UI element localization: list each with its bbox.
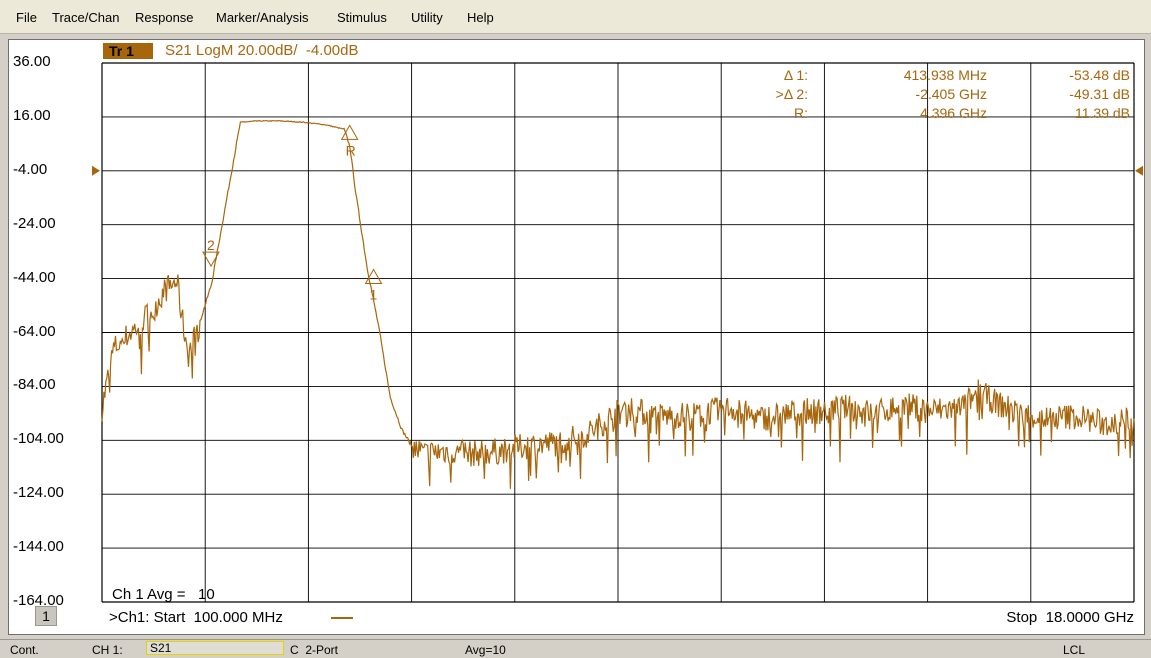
marker-readout-response: 11.39 dB <box>1075 105 1130 121</box>
menu-bar: File Trace/Chan Response Marker/Analysis… <box>0 0 1151 34</box>
trace-legend-line <box>331 617 353 619</box>
menu-trace-chan[interactable]: Trace/Chan <box>52 10 120 25</box>
y-tick-label: -4.00 <box>13 160 48 178</box>
menu-marker-analysis[interactable]: Marker/Analysis <box>216 10 309 25</box>
reference-level-arrow-right <box>1135 165 1143 176</box>
marker-readout-stimulus: 4.396 GHz <box>920 105 987 121</box>
trace-title[interactable]: S21 LogM 20.00dB/ -4.00dB <box>165 42 359 59</box>
status-mode: Cont. <box>10 643 39 657</box>
reference-arrows <box>92 165 1143 176</box>
status-bar: Cont. CH 1: S21 C 2-Port Avg=10 LCL <box>0 639 1151 658</box>
marker-r: R <box>340 124 359 158</box>
marker-readout-stimulus: 413.938 MHz <box>904 67 987 83</box>
y-tick-label: 36.00 <box>13 53 51 70</box>
marker-readout-label: R: <box>794 105 808 121</box>
menu-utility[interactable]: Utility <box>411 10 443 25</box>
y-tick-label: -64.00 <box>13 322 56 340</box>
marker-readout-stimulus: -2.405 GHz <box>915 86 987 102</box>
status-remote: LCL <box>1063 643 1086 657</box>
marker-readout-response: -49.31 dB <box>1069 86 1130 102</box>
graticule <box>101 62 1135 603</box>
trace-badge[interactable]: Tr 1 <box>103 43 153 59</box>
y-tick-label: -144.00 <box>13 538 64 556</box>
status-channel: CH 1: <box>92 643 123 657</box>
trace-line-s21 <box>101 119 1135 489</box>
marker-readout-table: Δ 1: 413.938 MHz -53.48 dB >Δ 2: -2.405 GHz -… <box>776 67 1130 121</box>
y-tick-label: 16.00 <box>13 106 51 124</box>
status-parameter[interactable]: S21 <box>146 641 284 655</box>
marker-label: 2 <box>207 237 215 253</box>
marker-label: R <box>346 142 356 158</box>
marker-triangle <box>202 251 220 268</box>
menu-file[interactable]: File <box>16 10 37 25</box>
marker-readout-label: Δ 1: <box>784 67 808 83</box>
marker-readout-label: >Δ 2: <box>776 86 808 102</box>
y-tick-label: -124.00 <box>13 484 64 502</box>
average-count: Ch 1 Avg = 10 <box>112 586 215 603</box>
markers: 1 2 R <box>202 124 383 302</box>
y-tick-label: -164.00 <box>13 592 64 609</box>
marker-label: 1 <box>370 286 378 302</box>
marker-1: 1 <box>364 268 383 302</box>
marker-triangle <box>340 124 359 140</box>
y-tick-label: -84.00 <box>13 376 56 394</box>
trace-plot[interactable]: 1 2 R Δ 1: 413.938 MHz -53.48 dB >Δ 2: -2.405 … <box>9 40 1144 634</box>
y-tick-label: -44.00 <box>13 268 56 286</box>
marker-readout-response: -53.48 dB <box>1069 67 1130 83</box>
channel-number-button[interactable]: 1 <box>35 606 57 626</box>
y-tick-label: -104.00 <box>13 430 64 448</box>
menu-stimulus[interactable]: Stimulus <box>337 10 387 25</box>
status-port: C 2-Port <box>290 643 339 657</box>
y-tick-label: -24.00 <box>13 214 56 232</box>
status-avg: Avg=10 <box>465 643 506 657</box>
menu-help[interactable]: Help <box>467 10 494 25</box>
marker-2: 2 <box>202 237 220 268</box>
reference-level-arrow-left <box>92 165 100 176</box>
start-frequency[interactable]: >Ch1: Start 100.000 MHz <box>109 609 283 626</box>
menu-response[interactable]: Response <box>135 10 194 25</box>
measurement-display: Tr 1 S21 LogM 20.00dB/ -4.00dB 36.00 16.… <box>8 39 1145 635</box>
marker-triangle <box>364 268 383 284</box>
stop-frequency[interactable]: Stop 18.0000 GHz <box>1006 609 1134 626</box>
